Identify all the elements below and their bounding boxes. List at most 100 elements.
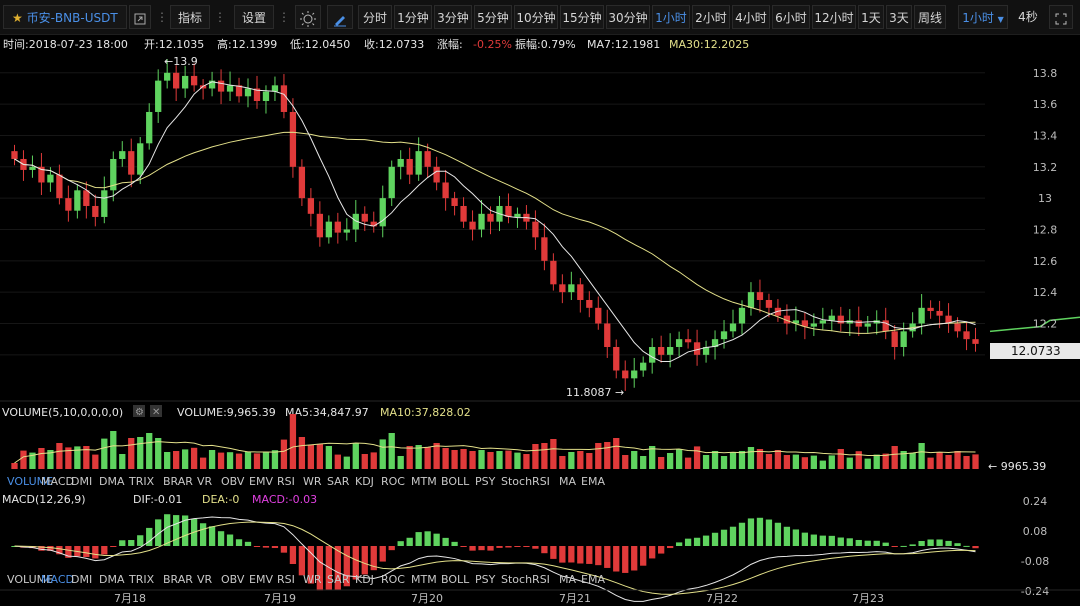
- macd-bar: [577, 546, 584, 564]
- indicator-tab-dmi[interactable]: DMI: [71, 573, 92, 586]
- indicator-tab-dma[interactable]: DMA: [99, 573, 125, 586]
- interval-13[interactable]: 3天: [886, 5, 912, 29]
- draw-pen-icon[interactable]: [327, 5, 353, 29]
- indicator-tab-obv[interactable]: OBV: [221, 475, 245, 488]
- info-amplitude: 振幅:0.79%: [515, 37, 576, 51]
- indicator-tab-brar[interactable]: BRAR: [163, 573, 193, 586]
- volume-bar: [954, 451, 961, 469]
- indicator-tab-vr[interactable]: VR: [197, 475, 213, 488]
- settings-gear-icon[interactable]: [133, 405, 145, 417]
- interval-11[interactable]: 12小时: [812, 5, 856, 29]
- indicator-tab-roc[interactable]: ROC: [381, 573, 405, 586]
- indicator-tab-trix[interactable]: TRIX: [128, 475, 155, 488]
- candle-body: [756, 292, 764, 300]
- expand-icon[interactable]: [129, 5, 151, 29]
- macd-axis-tick: -0.08: [1021, 555, 1049, 568]
- volume-bar: [415, 445, 422, 469]
- macd-bar: [388, 546, 395, 551]
- indicator-tab-trix[interactable]: TRIX: [128, 573, 155, 586]
- interval-6[interactable]: 30分钟: [606, 5, 650, 29]
- macd-bar: [334, 546, 341, 590]
- indicator-tab-kdj[interactable]: KDJ: [355, 475, 374, 488]
- volume-bar: [128, 438, 135, 469]
- more-icon[interactable]: ⋮: [278, 10, 290, 24]
- indicator-tab-ema[interactable]: EMA: [581, 475, 605, 488]
- volume-bar: [289, 414, 297, 469]
- interval-2[interactable]: 3分钟: [434, 5, 472, 29]
- interval-14[interactable]: 周线: [914, 5, 946, 29]
- indicator-tab-wr[interactable]: WR: [303, 475, 322, 488]
- indicators-button[interactable]: 指标: [170, 5, 210, 29]
- indicator-tab-ma[interactable]: MA: [559, 573, 576, 586]
- macd-bar: [550, 546, 557, 559]
- indicator-tab-obv[interactable]: OBV: [221, 573, 245, 586]
- indicator-tab-macd[interactable]: MACD: [41, 475, 74, 488]
- indicator-tab-dma[interactable]: DMA: [99, 475, 125, 488]
- price-axis-tick: 12.6: [1033, 255, 1058, 268]
- more-icon[interactable]: ⋮: [214, 10, 226, 24]
- info-time: 时间:2018-07-23 18:00: [3, 38, 128, 51]
- indicator-tab-volume[interactable]: VOLUME: [7, 475, 53, 488]
- indicator-tab-stochrsi[interactable]: StochRSI: [501, 475, 550, 488]
- indicator-tab-vr[interactable]: VR: [197, 573, 213, 586]
- interval-0[interactable]: 分时: [358, 5, 392, 29]
- theme-icon[interactable]: [295, 5, 321, 29]
- indicator-tab-sar[interactable]: SAR: [327, 573, 350, 586]
- interval-10[interactable]: 6小时: [772, 5, 810, 29]
- indicator-tab-boll[interactable]: BOLL: [441, 475, 470, 488]
- macd-bar: [693, 537, 701, 546]
- volume-bar: [505, 450, 512, 469]
- star-icon[interactable]: ★: [12, 11, 23, 25]
- indicator-tab-ema[interactable]: EMA: [581, 573, 605, 586]
- candle-body: [586, 299, 593, 308]
- indicator-tab-stochrsi[interactable]: StochRSI: [501, 573, 550, 586]
- indicator-tab-rsi[interactable]: RSI: [277, 573, 295, 586]
- interval-7[interactable]: 1小时: [652, 5, 690, 29]
- interval-dropdown[interactable]: 1小时 ▼: [958, 5, 1008, 29]
- interval-3[interactable]: 5分钟: [474, 5, 512, 29]
- interval-4[interactable]: 10分钟: [514, 5, 558, 29]
- macd-bar: [253, 546, 261, 547]
- fullscreen-icon[interactable]: [1049, 5, 1073, 29]
- interval-5[interactable]: 15分钟: [560, 5, 604, 29]
- indicator-tab-mtm[interactable]: MTM: [411, 573, 437, 586]
- macd-bar: [586, 546, 593, 564]
- macd-bar: [729, 526, 737, 546]
- indicator-tab-rsi[interactable]: RSI: [277, 475, 295, 488]
- more-icon[interactable]: ⋮: [156, 10, 168, 24]
- indicator-tab-dmi[interactable]: DMI: [71, 475, 92, 488]
- indicator-tab-boll[interactable]: BOLL: [441, 573, 470, 586]
- indicator-tab-emv[interactable]: EMV: [249, 475, 273, 488]
- settings-button[interactable]: 设置: [234, 5, 274, 29]
- indicator-tab-wr[interactable]: WR: [303, 573, 322, 586]
- symbol-selector[interactable]: ★ 币安-BNB-USDT: [3, 5, 127, 29]
- candle-body: [631, 370, 638, 379]
- price-chart[interactable]: 时间:2018-07-23 18:00 开:12.1035 高:12.1399 …: [0, 34, 1080, 606]
- candle-body: [747, 292, 755, 308]
- candle-body: [262, 91, 270, 102]
- macd-bar: [765, 519, 773, 546]
- indicator-tab-volume[interactable]: VOLUME: [7, 573, 53, 586]
- refresh-interval[interactable]: 4秒: [1018, 10, 1038, 24]
- volume-bar: [747, 447, 755, 469]
- indicator-tab-psy[interactable]: PSY: [475, 573, 496, 586]
- indicator-tab-ma[interactable]: MA: [559, 475, 576, 488]
- interval-12[interactable]: 1天: [858, 5, 884, 29]
- indicator-tab-mtm[interactable]: MTM: [411, 475, 437, 488]
- indicator-tab-sar[interactable]: SAR: [327, 475, 350, 488]
- indicator-tab-brar[interactable]: BRAR: [163, 475, 193, 488]
- interval-1[interactable]: 1分钟: [394, 5, 432, 29]
- volume-bar: [253, 453, 261, 469]
- macd-bar: [846, 538, 853, 546]
- indicator-tab-kdj[interactable]: KDJ: [355, 573, 374, 586]
- macd-bar: [370, 546, 377, 571]
- indicator-tab-psy[interactable]: PSY: [475, 475, 496, 488]
- volume-bar: [711, 451, 719, 469]
- indicator-tab-macd[interactable]: MACD: [41, 573, 74, 586]
- interval-9[interactable]: 4小时: [732, 5, 770, 29]
- indicator-tab-roc[interactable]: ROC: [381, 475, 405, 488]
- close-icon[interactable]: [150, 405, 162, 417]
- interval-8[interactable]: 2小时: [692, 5, 730, 29]
- candle-body: [963, 331, 970, 340]
- indicator-tab-emv[interactable]: EMV: [249, 573, 273, 586]
